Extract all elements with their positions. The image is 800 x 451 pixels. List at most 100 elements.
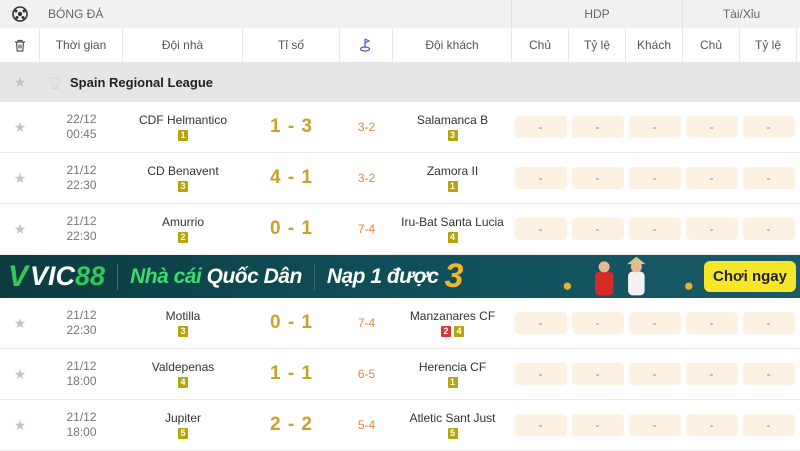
match-score: 4 - 1 <box>269 167 314 188</box>
home-team-name: Amurrio <box>161 215 204 229</box>
col-away[interactable]: Đội khách <box>393 28 512 62</box>
odds-hdp-away[interactable]: - <box>628 414 681 436</box>
taixiu-group-header: Tài/Xỉu <box>722 7 761 21</box>
kickoff-time: 22:30 <box>66 323 97 337</box>
odds-hdp-home[interactable]: - <box>514 116 567 138</box>
odds-tx-home[interactable]: - <box>685 312 738 334</box>
home-team[interactable]: Motilla 3 <box>123 298 243 348</box>
sport-title: BÓNG ĐÁ <box>40 0 512 28</box>
away-team[interactable]: Iru-Bat Santa Lucia 4 <box>393 204 512 254</box>
odds-hdp-ratio[interactable]: - <box>571 167 624 189</box>
odds-tx-home[interactable]: - <box>685 116 738 138</box>
corner-flag-icon <box>340 28 393 62</box>
col-score[interactable]: Tỉ số <box>243 28 340 62</box>
away-team[interactable]: Atletic Sant Just 5 <box>393 400 512 450</box>
match-row[interactable]: ★ 21/12 22:30 Motilla 3 0 - 1 7-4 Manzanar… <box>0 298 800 349</box>
match-score: 1 - 3 <box>269 116 314 137</box>
col-time[interactable]: Thời gian <box>40 28 123 62</box>
corner-score: 5-4 <box>357 418 376 432</box>
odds-tx-home[interactable]: - <box>685 218 738 240</box>
star-icon[interactable]: ★ <box>13 220 27 237</box>
home-team-name: CD Benavent <box>147 164 219 178</box>
match-row[interactable]: ★ 21/12 22:30 Amurrio 2 0 - 1 7-4 Iru-Bat … <box>0 204 800 255</box>
match-row[interactable]: ★ 21/12 22:30 CD Benavent 3 4 - 1 3-2 Zamo… <box>0 153 800 204</box>
play-now-button[interactable]: Chơi ngay <box>704 261 796 292</box>
odds-tx-ratio[interactable]: - <box>742 218 795 240</box>
odds-hdp-away[interactable]: - <box>628 218 681 240</box>
column-header-row: Thời gian Đội nhà Tỉ số Đội khách Chủ Tỷ… <box>0 28 800 63</box>
odds-tx-home[interactable]: - <box>685 414 738 436</box>
yellow-card-badge: 3 <box>178 181 188 192</box>
odds-hdp-ratio[interactable]: - <box>571 363 624 385</box>
banner-slogan: Nhà cái Quốc Dân <box>130 264 302 288</box>
star-icon[interactable]: ★ <box>13 74 27 90</box>
banner-promo: Nạp 1 được <box>326 264 439 288</box>
odds-hdp-ratio[interactable]: - <box>571 116 624 138</box>
yellow-card-badge: 3 <box>447 130 458 141</box>
col-tx-home: Chủ <box>683 28 740 62</box>
trash-icon[interactable] <box>0 28 40 62</box>
odds-tx-home[interactable]: - <box>685 363 738 385</box>
odds-tx-ratio[interactable]: - <box>742 414 795 436</box>
home-team[interactable]: Jupiter 5 <box>123 400 243 450</box>
home-team-name: Motilla <box>165 309 201 323</box>
match-time: 21/12 18:00 <box>40 349 123 399</box>
league-name: Spain Regional League <box>70 75 214 90</box>
star-icon[interactable]: ★ <box>13 365 27 382</box>
match-row[interactable]: ★ 21/12 18:00 Valdepenas 4 1 - 1 6-5 Heren… <box>0 349 800 400</box>
league-row[interactable]: ★ 🏆︎ Spain Regional League <box>0 63 800 102</box>
match-row[interactable]: ★ 21/12 18:00 Jupiter 5 2 - 2 5-4 Atletic … <box>0 400 800 451</box>
home-team-name: CDF Helmantico <box>138 113 228 127</box>
odds-hdp-ratio[interactable]: - <box>571 312 624 334</box>
home-team[interactable]: Valdepenas 4 <box>123 349 243 399</box>
away-team-name: Herencia CF <box>418 360 487 374</box>
match-date: 22/12 <box>66 112 97 126</box>
odds-tx-home[interactable]: - <box>685 167 738 189</box>
home-team[interactable]: Amurrio 2 <box>123 204 243 254</box>
col-home[interactable]: Đội nhà <box>123 28 243 62</box>
odds-hdp-away[interactable]: - <box>628 363 681 385</box>
odds-tx-ratio[interactable]: - <box>742 167 795 189</box>
yellow-card-badge: 4 <box>454 326 464 337</box>
odds-hdp-away[interactable]: - <box>628 116 681 138</box>
col-hdp-home: Chủ <box>512 28 569 62</box>
odds-hdp-home[interactable]: - <box>514 312 567 334</box>
home-team[interactable]: CDF Helmantico 1 <box>123 102 243 152</box>
away-team-name: Manzanares CF <box>409 309 496 323</box>
vic88-ad-banner[interactable]: V VIC 88 Nhà cái Quốc Dân Nạp 1 được 3 Chơ… <box>0 255 800 298</box>
corner-score: 7-4 <box>357 222 376 236</box>
odds-hdp-home[interactable]: - <box>514 414 567 436</box>
home-team[interactable]: CD Benavent 3 <box>123 153 243 203</box>
kickoff-time: 00:45 <box>66 127 97 141</box>
star-icon[interactable]: ★ <box>13 118 27 135</box>
yellow-card-badge: 1 <box>447 181 458 192</box>
away-team[interactable]: Zamora II 1 <box>393 153 512 203</box>
col-tx-ratio: Tỷ lệ <box>740 28 797 62</box>
banner-promo-number: 3 <box>444 257 464 295</box>
home-team-name: Jupiter <box>164 411 202 425</box>
away-team[interactable]: Salamanca B 3 <box>393 102 512 152</box>
odds-tx-ratio[interactable]: - <box>742 116 795 138</box>
odds-hdp-away[interactable]: - <box>628 167 681 189</box>
match-date: 21/12 <box>66 214 97 228</box>
away-team[interactable]: Herencia CF 1 <box>393 349 512 399</box>
kickoff-time: 22:30 <box>66 229 97 243</box>
star-icon[interactable]: ★ <box>13 314 27 331</box>
match-time: 21/12 22:30 <box>40 153 123 203</box>
match-time: 21/12 22:30 <box>40 204 123 254</box>
corner-score: 3-2 <box>357 120 376 134</box>
star-icon[interactable]: ★ <box>13 416 27 433</box>
odds-hdp-ratio[interactable]: - <box>571 414 624 436</box>
odds-hdp-home[interactable]: - <box>514 167 567 189</box>
corner-score: 6-5 <box>357 367 376 381</box>
star-icon[interactable]: ★ <box>13 169 27 186</box>
yellow-card-badge: 2 <box>178 232 188 243</box>
odds-hdp-home[interactable]: - <box>514 218 567 240</box>
odds-tx-ratio[interactable]: - <box>742 363 795 385</box>
odds-tx-ratio[interactable]: - <box>742 312 795 334</box>
odds-hdp-ratio[interactable]: - <box>571 218 624 240</box>
match-row[interactable]: ★ 22/12 00:45 CDF Helmantico 1 1 - 3 3-2 S… <box>0 102 800 153</box>
odds-hdp-away[interactable]: - <box>628 312 681 334</box>
away-team[interactable]: Manzanares CF 2 4 <box>393 298 512 348</box>
odds-hdp-home[interactable]: - <box>514 363 567 385</box>
